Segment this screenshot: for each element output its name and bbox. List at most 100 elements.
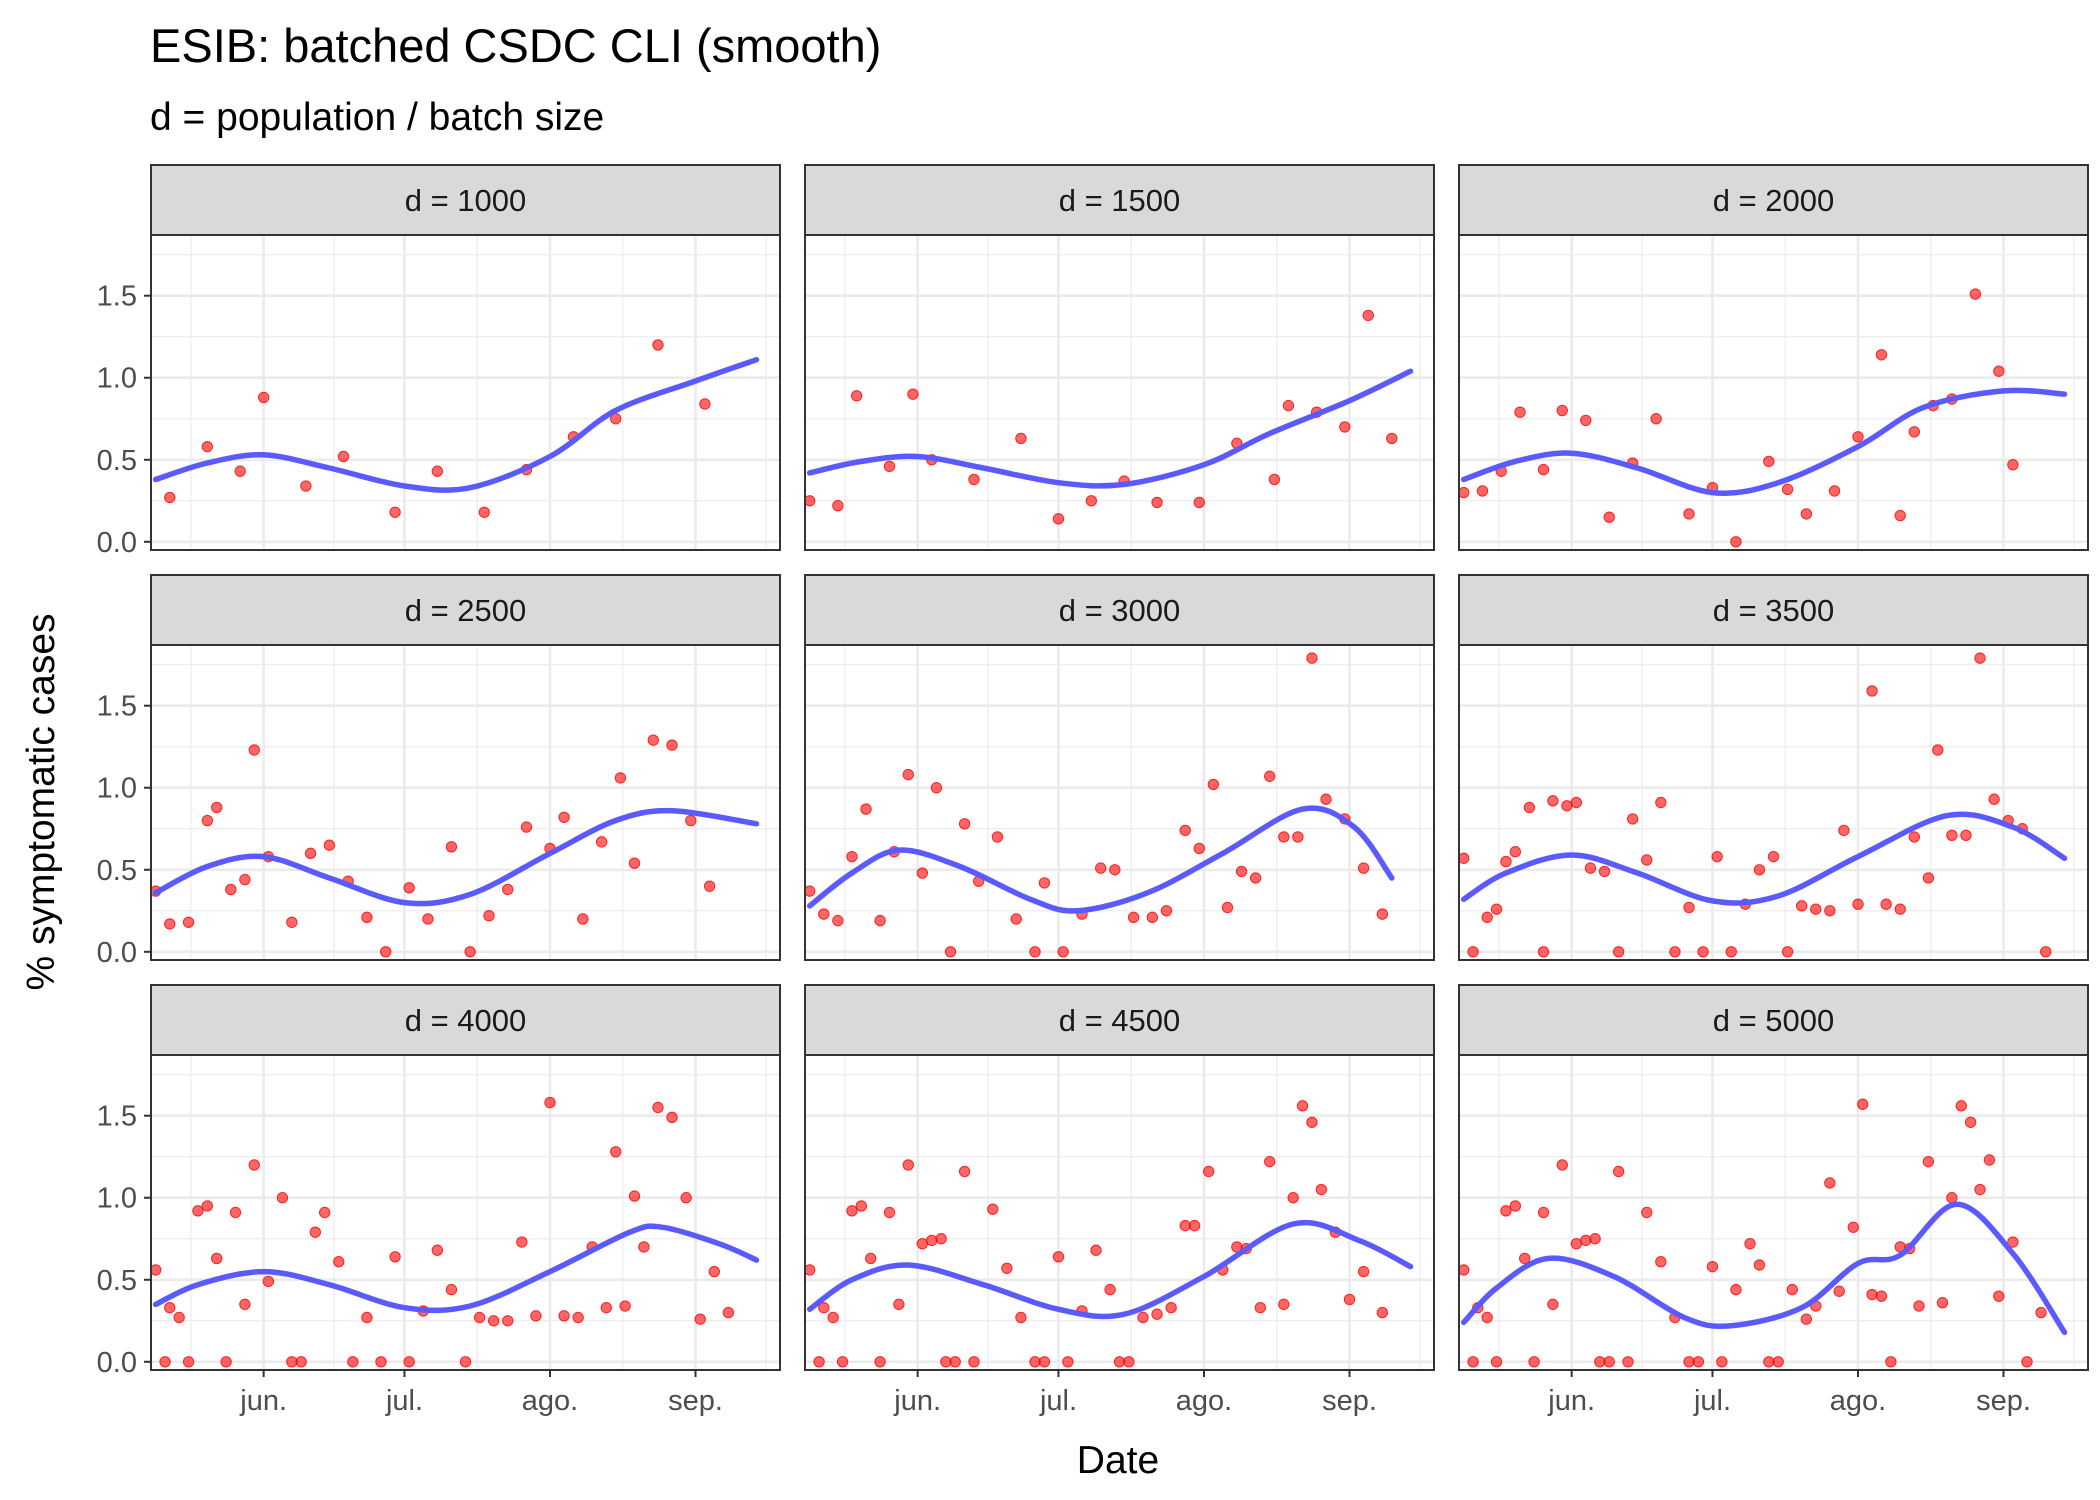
- data-point: [431, 465, 444, 477]
- data-point: [1386, 432, 1398, 445]
- facet-strip: [804, 984, 1435, 1056]
- data-point: [1763, 455, 1775, 468]
- data-point: [1655, 796, 1667, 809]
- data-point: [1015, 432, 1027, 445]
- data-point: [1029, 1356, 1041, 1368]
- data-point: [1095, 862, 1107, 874]
- data-point: [610, 1146, 622, 1158]
- data-point: [1828, 485, 1841, 497]
- data-point: [1641, 854, 1653, 866]
- data-point: [1146, 911, 1159, 924]
- y-tick-label: 1.0: [97, 1183, 137, 1215]
- data-point: [1936, 1297, 1949, 1309]
- plot-background: [151, 1055, 780, 1370]
- x-tick-label: jun.: [239, 1385, 287, 1417]
- data-point: [1570, 1237, 1583, 1250]
- data-point: [1824, 905, 1836, 917]
- smooth-line: [1460, 1201, 2068, 1336]
- data-point: [836, 1356, 849, 1368]
- plot-background: [1459, 1055, 2088, 1370]
- data-point: [991, 831, 1004, 843]
- data-point: [1476, 485, 1489, 497]
- data-point: [940, 1356, 952, 1368]
- data-point: [1343, 1293, 1356, 1306]
- data-point: [304, 847, 317, 860]
- data-point: [520, 821, 533, 833]
- data-point: [874, 1356, 886, 1368]
- data-point: [1894, 903, 1906, 915]
- data-point: [628, 857, 641, 869]
- data-point: [1467, 946, 1479, 958]
- x-tick-label: sep.: [668, 1385, 723, 1417]
- data-point: [1641, 1206, 1653, 1219]
- data-point: [1795, 900, 1808, 912]
- panel-border: [804, 234, 1435, 551]
- data-point: [722, 1306, 735, 1319]
- data-point: [276, 1192, 289, 1204]
- data-point: [192, 1205, 204, 1217]
- data-point: [805, 495, 816, 507]
- x-tick-label: ago.: [1830, 1385, 1886, 1417]
- data-point: [182, 916, 195, 928]
- grid-lines: [805, 235, 1434, 550]
- data-point: [1376, 908, 1389, 920]
- data-point: [958, 1165, 971, 1178]
- data-point: [614, 772, 627, 784]
- data-point: [1490, 903, 1503, 915]
- facet-panel: d = 1500: [804, 164, 1435, 551]
- x-tick-label: jul.: [1039, 1385, 1077, 1417]
- facet-strip-label: d = 2000: [1713, 183, 1835, 218]
- grid-lines: [805, 1055, 1434, 1370]
- data-point: [1781, 483, 1794, 495]
- data-point: [883, 1206, 896, 1219]
- y-tick-label: 0.5: [97, 445, 137, 477]
- data-point: [182, 1356, 195, 1368]
- data-points: [164, 339, 711, 518]
- data-point: [1001, 1262, 1013, 1274]
- data-point: [1357, 862, 1370, 874]
- data-point: [1500, 1205, 1512, 1217]
- data-point: [1547, 795, 1559, 807]
- data-point: [164, 1301, 176, 1314]
- data-point: [1964, 1116, 1977, 1128]
- x-axis-title: Date: [1077, 1439, 1159, 1482]
- panel-border: [150, 234, 781, 551]
- data-point: [1580, 414, 1592, 427]
- facet-strip-label: d = 1000: [405, 183, 527, 218]
- plot-background: [805, 645, 1434, 960]
- data-point: [1123, 1356, 1135, 1368]
- data-point: [968, 473, 980, 486]
- data-point: [1847, 1221, 1859, 1233]
- data-point: [1753, 1259, 1766, 1271]
- data-point: [502, 1315, 514, 1327]
- plot-background: [151, 645, 780, 960]
- data-point: [1561, 800, 1573, 812]
- data-point: [1913, 1300, 1925, 1312]
- data-point: [300, 480, 312, 492]
- data-point: [865, 1252, 877, 1265]
- data-point: [944, 946, 957, 958]
- panel-border: [1458, 1054, 2089, 1371]
- x-tick-label: jul.: [1693, 1385, 1731, 1417]
- data-point: [234, 465, 246, 477]
- data-point: [1278, 831, 1290, 843]
- data-point: [1852, 431, 1864, 443]
- data-point: [850, 390, 863, 402]
- data-point: [902, 1159, 914, 1171]
- x-tick-label: jul.: [385, 1385, 423, 1417]
- data-point: [530, 1310, 542, 1322]
- data-point: [1946, 829, 1958, 842]
- data-point: [1052, 513, 1065, 525]
- data-point: [1254, 1301, 1267, 1314]
- data-point: [1800, 508, 1813, 520]
- data-point: [949, 1356, 961, 1368]
- facet-strip-label: d = 4000: [405, 1003, 527, 1038]
- x-tick-label: sep.: [1322, 1385, 1377, 1417]
- data-point: [347, 1356, 359, 1368]
- data-point: [1655, 1256, 1667, 1268]
- data-point: [1838, 824, 1850, 837]
- x-tick-label: ago.: [1176, 1385, 1232, 1417]
- data-point: [318, 1206, 331, 1219]
- data-point: [380, 946, 392, 958]
- smooth-line: [806, 368, 1414, 489]
